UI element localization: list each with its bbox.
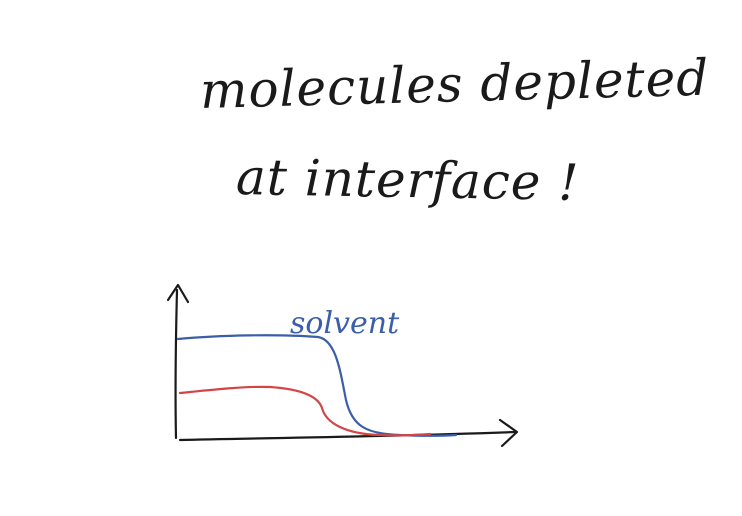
solvent-curve	[176, 334, 458, 437]
molecules-curve	[178, 385, 432, 437]
y-axis-arrowhead	[166, 283, 190, 304]
y-axis	[174, 288, 179, 440]
x-axis-arrowhead	[498, 418, 519, 448]
x-axis	[178, 430, 517, 442]
solvent-label: solvent	[290, 306, 400, 341]
